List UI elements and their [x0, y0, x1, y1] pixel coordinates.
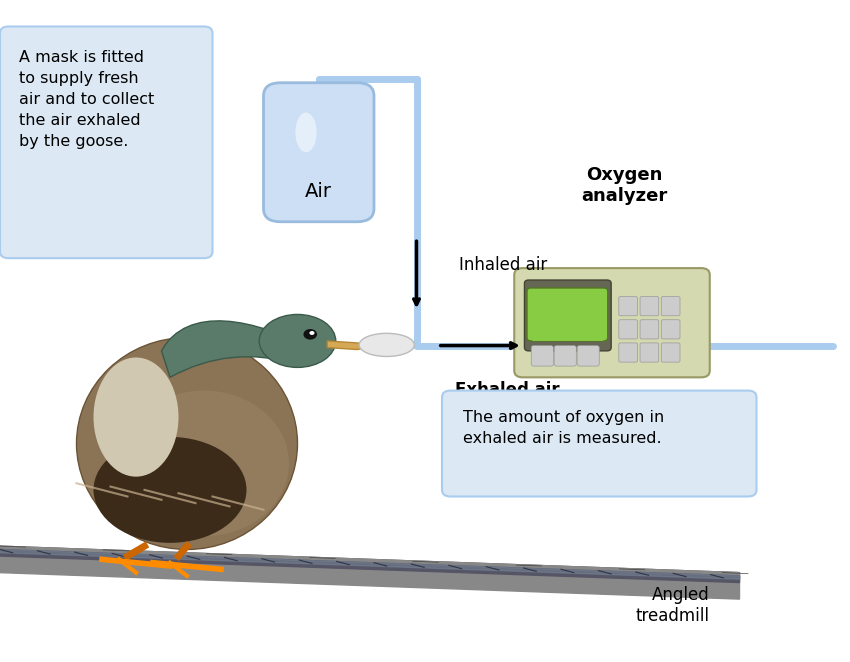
Ellipse shape [259, 314, 336, 367]
Circle shape [309, 331, 314, 335]
FancyBboxPatch shape [554, 346, 576, 366]
FancyBboxPatch shape [661, 297, 680, 316]
Polygon shape [0, 549, 740, 579]
FancyBboxPatch shape [527, 288, 608, 341]
Ellipse shape [94, 357, 178, 477]
Text: A mask is fitted
to supply fresh
air and to collect
the air exhaled
by the goose: A mask is fitted to supply fresh air and… [19, 50, 154, 149]
Polygon shape [327, 341, 378, 350]
FancyBboxPatch shape [619, 320, 638, 339]
FancyBboxPatch shape [577, 346, 599, 366]
FancyBboxPatch shape [514, 268, 710, 377]
FancyBboxPatch shape [619, 297, 638, 316]
FancyBboxPatch shape [531, 346, 553, 366]
FancyBboxPatch shape [524, 280, 611, 351]
FancyBboxPatch shape [661, 343, 680, 362]
Text: Inhaled air: Inhaled air [459, 256, 547, 274]
Text: The amount of oxygen in
exhaled air is measured.: The amount of oxygen in exhaled air is m… [463, 410, 665, 446]
FancyBboxPatch shape [442, 391, 756, 496]
FancyBboxPatch shape [661, 320, 680, 339]
Text: Oxygen
analyzer: Oxygen analyzer [581, 166, 668, 205]
Ellipse shape [94, 437, 246, 543]
FancyBboxPatch shape [640, 297, 659, 316]
Polygon shape [0, 546, 740, 599]
PathPatch shape [162, 321, 314, 377]
FancyBboxPatch shape [0, 26, 212, 258]
Ellipse shape [76, 338, 298, 549]
Circle shape [303, 329, 317, 340]
FancyBboxPatch shape [619, 343, 638, 362]
FancyBboxPatch shape [640, 343, 659, 362]
FancyBboxPatch shape [640, 320, 659, 339]
Text: Air: Air [305, 183, 332, 201]
Polygon shape [0, 546, 740, 579]
Text: Exhaled air: Exhaled air [455, 381, 559, 399]
FancyBboxPatch shape [531, 292, 604, 341]
Polygon shape [0, 549, 740, 583]
Ellipse shape [359, 334, 414, 356]
Ellipse shape [296, 113, 316, 152]
Text: Angled
treadmill: Angled treadmill [636, 586, 710, 625]
Ellipse shape [119, 391, 289, 536]
FancyBboxPatch shape [264, 83, 374, 222]
